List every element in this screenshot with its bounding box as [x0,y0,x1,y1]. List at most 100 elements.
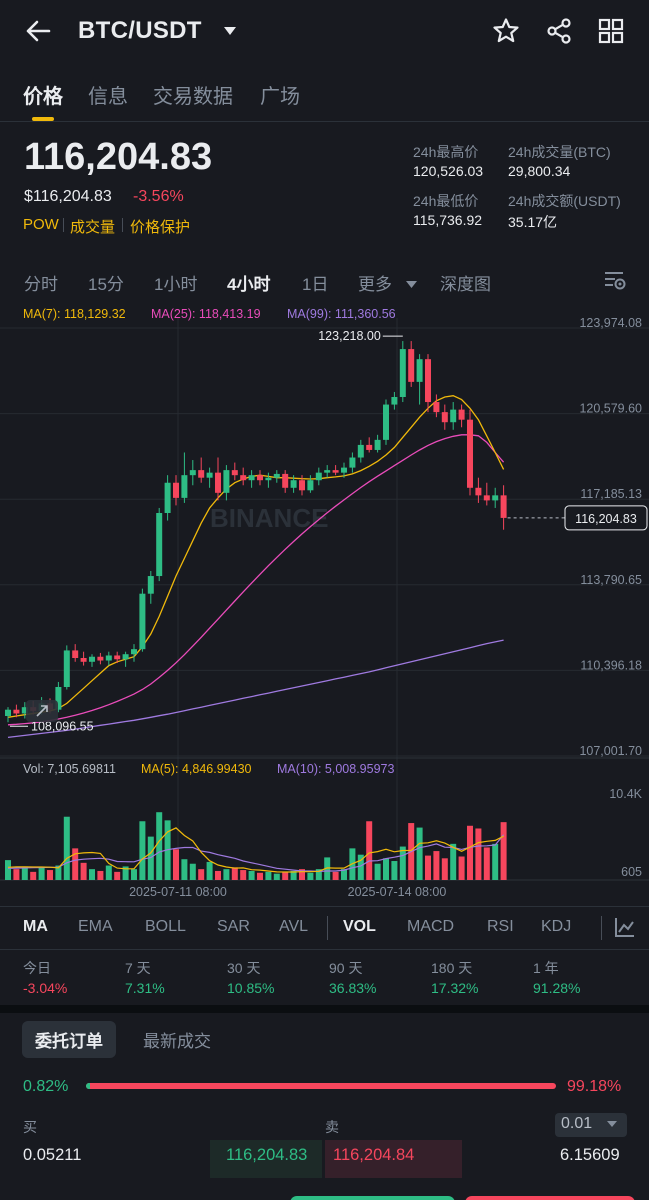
candle [189,460,196,486]
interval-15m[interactable]: 15分 [88,275,124,294]
volume-bar [341,869,347,880]
interval-depth[interactable]: 深度图 [440,275,491,294]
indicator-vol[interactable]: VOL [343,918,376,935]
candle-body [483,495,490,501]
volume-bar [215,870,221,880]
candle [215,457,221,501]
indicator-divider [327,916,328,940]
candle-body [290,480,297,488]
candle-body [80,657,87,662]
indicator-macd[interactable]: MACD [407,918,455,935]
tab-trading-data[interactable]: 交易数据 [153,86,233,108]
indicator-kdj[interactable]: KDJ [541,918,572,935]
precision-dropdown-icon [607,1121,617,1127]
more-dropdown-icon[interactable] [406,276,417,294]
candle [80,651,87,666]
tag-price-protection[interactable]: 价格保护 [130,219,191,236]
candle-body [139,593,146,650]
candle-body [21,707,28,714]
candle [21,702,28,719]
candlestick-chart[interactable]: BINANCE 123,974.08 120,579.60 117,185.13 11… [0,302,649,902]
indicator-boll[interactable]: BOLL [145,918,186,935]
volume-bar [450,843,457,880]
volume-bar [492,843,499,880]
ask-quantity[interactable]: 6.15609 [560,1146,620,1164]
high-marker-label: 123,218.00 [318,329,381,343]
candle-body [122,654,129,660]
volume-bar [156,812,163,880]
price-axis-tick-label: 117,185.13 [580,487,642,501]
indicator-rsi[interactable]: RSI [487,918,514,935]
interval-1d[interactable]: 1日 [302,275,329,294]
candle [492,487,499,508]
precision-select[interactable]: 0.01 [555,1113,627,1137]
candle-body [332,470,339,473]
interval-4h[interactable]: 4小时 [227,275,271,294]
candle-body [307,480,314,491]
volume-bar [21,866,28,880]
volume-bar [173,849,179,880]
chart-grid [0,318,649,881]
pair-title[interactable]: BTC/USDT [78,17,202,44]
candle-body [173,482,179,498]
precision-value: 0.01 [561,1115,593,1132]
tab-square[interactable]: 广场 [260,86,300,108]
candle [450,402,457,430]
tab-order-book[interactable]: 委托订单 [22,1021,116,1058]
tab-latest-trades[interactable]: 最新成交 [143,1032,211,1051]
low-marker-label: 108,096.55 [31,719,94,733]
interval-time[interactable]: 分时 [24,275,58,294]
perf-value-1y: 91.28% [533,980,581,996]
candle-body [458,409,465,420]
ma99-line [7,639,504,739]
candle [425,354,431,413]
indicator-avl[interactable]: AVL [279,918,309,935]
chart-settings-icon[interactable] [603,268,627,297]
candle-body [240,475,247,481]
price-axis: 123,974.08 120,579.60 117,185.13 113,790.65… [129,316,643,899]
candle-body [299,480,305,491]
candle [290,475,297,493]
interval-1h[interactable]: 1小时 [154,275,198,294]
back-arrow-icon[interactable] [22,14,54,48]
tag-volume[interactable]: 成交量 [70,219,116,236]
candle [315,467,322,486]
main-tabs: 价格 信息 交易数据 广场 [0,76,649,122]
candle [416,354,423,405]
volume-bar [290,870,297,880]
buy-button[interactable] [290,1196,455,1200]
volume-bar [97,870,104,880]
candle [357,439,364,463]
tab-info[interactable]: 信息 [88,86,128,108]
tag-pow[interactable]: POW [23,216,59,233]
bid-price[interactable]: 116,204.83 [226,1146,308,1164]
tab-price[interactable]: 价格 [23,86,63,108]
perf-label-today: 今日 [23,960,51,976]
pair-dropdown-icon[interactable] [214,14,246,48]
star-icon[interactable] [490,14,522,48]
perf-label-90d: 90 天 [329,960,363,976]
low-label: 24h最低价 [413,193,479,209]
volume-bar [391,861,398,880]
active-tab-indicator [32,117,54,121]
grid-icon[interactable] [595,14,627,48]
ask-price[interactable]: 116,204.84 [333,1146,415,1164]
indicator-ma[interactable]: MA [23,918,48,935]
share-icon[interactable] [543,14,575,48]
candle [282,470,289,493]
volume-bar [89,869,95,880]
indicator-sar[interactable]: SAR [217,918,250,935]
candle [324,465,331,478]
candle-body [273,473,280,478]
candle [139,588,146,652]
candle [181,452,188,503]
sell-button[interactable] [465,1196,635,1200]
perf-value-7d: 7.31% [125,980,165,996]
candle-body [248,475,255,481]
indicator-ema[interactable]: EMA [78,918,113,935]
bid-quantity[interactable]: 0.05211 [23,1146,82,1164]
interval-more[interactable]: 更多 [358,275,392,294]
candle-body [416,359,423,382]
indicator-chart-icon[interactable] [614,916,636,943]
candle-body [366,444,373,450]
